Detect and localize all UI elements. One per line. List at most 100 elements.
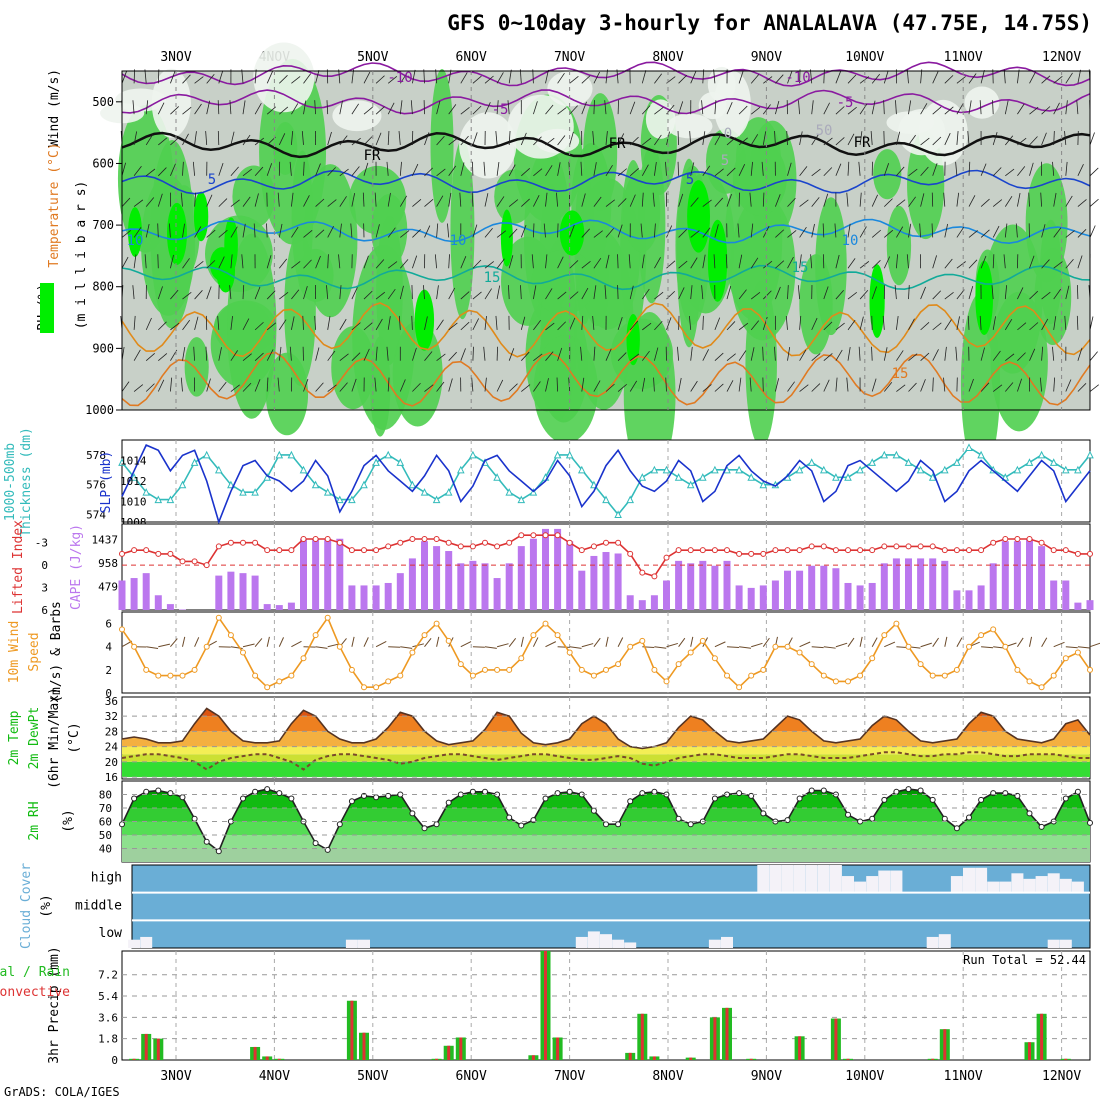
y-tick-label: 500 <box>92 95 114 109</box>
cloud-high-clear <box>1060 879 1072 893</box>
cape-bar <box>590 556 597 610</box>
lifted-index-line-point <box>1063 548 1068 553</box>
precip-bar-convective <box>943 1029 946 1060</box>
temp-tick: 36 <box>105 695 118 708</box>
wind-speed-line-point <box>374 685 379 690</box>
cape-bar <box>518 546 525 610</box>
cape-bar <box>724 561 731 610</box>
cape-bar <box>566 541 573 610</box>
cloud-low <box>600 934 612 948</box>
wind-speed-line-point <box>253 673 258 678</box>
cloud-low <box>588 931 600 948</box>
rh-line-point <box>942 816 947 821</box>
cape-bar <box>397 573 404 610</box>
wind-barb <box>388 647 400 648</box>
wind-speed-line-point <box>519 656 524 661</box>
slp-tick: 1014 <box>120 455 147 468</box>
lifted-index-line-point <box>725 548 730 553</box>
rh-saturated-patch <box>560 210 585 255</box>
rh-patch <box>815 197 846 335</box>
rh-dry-patch <box>115 89 166 112</box>
rh-dry-patch <box>459 112 516 178</box>
y-tick-label: 900 <box>92 341 114 355</box>
cape-bar <box>494 578 501 610</box>
precip-bar-convective <box>145 1034 148 1060</box>
lifted-index-line-point <box>398 540 403 545</box>
lifted-index-line-point <box>507 540 512 545</box>
date-label-top: 6NOV <box>456 50 487 65</box>
lifted-index-line-point <box>579 548 584 553</box>
lifted-index-line-point <box>349 548 354 553</box>
cape-bar <box>832 568 839 610</box>
lifted-index-line-point <box>640 570 645 575</box>
precip-panel <box>122 951 1090 1060</box>
precip-tick: 1.8 <box>98 1033 118 1046</box>
precip-bar-convective <box>532 1055 535 1060</box>
lifted-index-line-point <box>882 544 887 549</box>
date-label-top: 7NOV <box>554 50 585 65</box>
wind-speed-line-point <box>410 650 415 655</box>
wind-speed-line-point <box>1027 679 1032 684</box>
cape-bar <box>953 590 960 610</box>
date-label-bottom: 5NOV <box>357 1069 388 1084</box>
cape-bar <box>663 581 670 610</box>
lifted-index-line-point <box>930 544 935 549</box>
rh-line-point <box>1027 811 1032 816</box>
cape-bar <box>457 563 464 610</box>
lifted-index-line-point <box>531 533 536 538</box>
cape-bar <box>966 590 973 610</box>
date-label-top: 9NOV <box>751 50 782 65</box>
cloud-high-clear <box>1072 882 1084 893</box>
wind-speed-line-point <box>458 662 463 667</box>
wind-speed-line-point <box>640 638 645 643</box>
precip-bar-convective <box>350 1001 353 1060</box>
ylabel-wind10m-2: Speed <box>27 632 42 671</box>
wind-barb <box>1090 352 1098 361</box>
lifted-index-line-point <box>676 548 681 553</box>
rh-line-point <box>253 789 258 794</box>
lifted-index-line-point <box>942 548 947 553</box>
cape-bar <box>155 595 162 610</box>
rh-line-point <box>761 811 766 816</box>
precip-bar-convective <box>750 1059 753 1060</box>
cloud-high-clear <box>963 868 975 893</box>
rh-line-point <box>144 789 149 794</box>
cape-bar <box>373 585 380 610</box>
wind-speed-line-point <box>1088 667 1093 672</box>
rh-line-point <box>470 789 475 794</box>
rh-patch <box>733 142 787 216</box>
lifted-tick: 3 <box>41 582 48 595</box>
rh-dry-patch <box>253 43 314 113</box>
temp-tick: 32 <box>105 710 118 723</box>
cape-bar <box>578 571 585 610</box>
precip-bar-convective <box>1040 1014 1043 1060</box>
ylabel-wind10m: 10m Wind <box>7 621 22 684</box>
wind-speed-line-point <box>991 627 996 632</box>
cape-bar <box>772 581 779 610</box>
precip-bar-convective <box>133 1059 136 1060</box>
rh-line-point <box>543 796 548 801</box>
lifted-index-line-point <box>700 548 705 553</box>
cape-bar <box>409 558 416 610</box>
lifted-index-line-point <box>604 540 609 545</box>
cape-bar <box>869 583 876 610</box>
rh-line-point <box>519 823 524 828</box>
lifted-index-line-point <box>519 533 524 538</box>
cloud-low <box>709 940 721 948</box>
cloud-high-clear <box>890 871 902 893</box>
cape-bar <box>881 563 888 610</box>
rh-line-point <box>277 791 282 796</box>
rh-line-point <box>954 826 959 831</box>
wind-speed-line-point <box>265 685 270 690</box>
rh-line-point <box>906 787 911 792</box>
cape-bar <box>687 563 694 610</box>
rh-tick: 80 <box>99 789 112 802</box>
wind10m-panel <box>120 612 1100 693</box>
rh-line-point <box>737 791 742 796</box>
lifted-index-line-point <box>458 544 463 549</box>
lifted-index-line-point <box>1051 548 1056 553</box>
cape-bar <box>227 572 234 610</box>
wind-speed-line-point <box>228 633 233 638</box>
wind-speed-line-point <box>555 633 560 638</box>
lifted-index-line-point <box>979 548 984 553</box>
